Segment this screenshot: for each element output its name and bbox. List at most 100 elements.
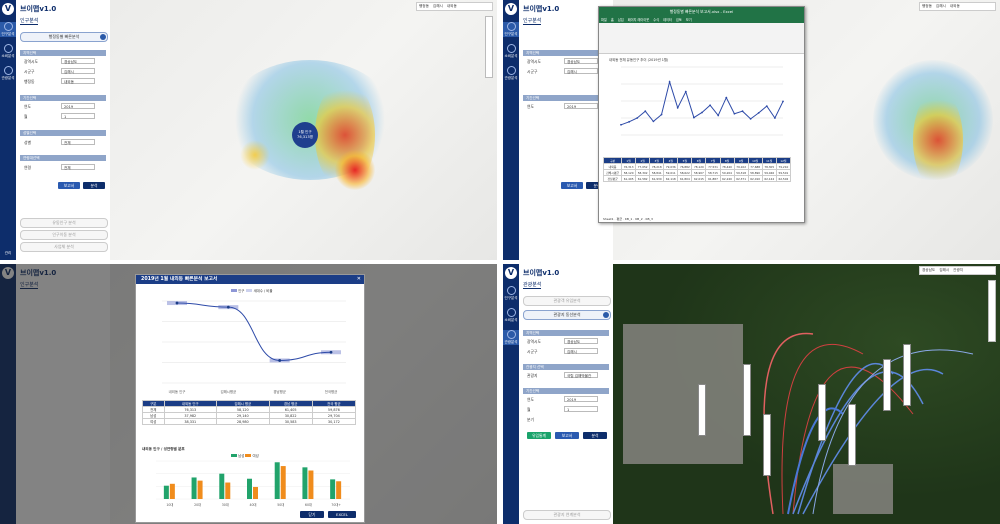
disabled-item-2[interactable]: 인구이동 분석 [20, 230, 108, 240]
section-period: 기간선택 [20, 95, 106, 101]
quick-analysis-button[interactable]: 행정동별 빠른분석 [20, 32, 108, 42]
legend-swatch [246, 289, 253, 292]
data-bar [274, 462, 280, 499]
rail-menu-admin[interactable]: 관리 [4, 251, 12, 255]
tab-population[interactable]: 인구분석 [523, 18, 542, 25]
rail-menu-population[interactable]: 인구분석 [0, 22, 16, 37]
section-period: 기간선택 [523, 388, 609, 394]
tourist-route-item[interactable]: 관광지 동선분석 [523, 310, 611, 320]
excel-chart-title: 내외동 전체 유동인구 추이 (2019년 1월) [609, 58, 669, 62]
category-label: 30대 [222, 502, 229, 507]
table-cell[interactable]: 61,582 [635, 175, 651, 182]
year-select[interactable]: 2019 [61, 103, 95, 109]
rail-menu-population[interactable]: 인구분석 [503, 286, 519, 301]
table-cell[interactable]: 61,804 [677, 175, 693, 182]
analyze-button[interactable]: 분석 [586, 182, 608, 189]
tourism-flow-view: V 인구분석 소비분석 관광분석 브이맵v1.0 관광분석 관광객 유입분석 관… [503, 264, 1000, 524]
table-cell: 38,331 [163, 418, 218, 425]
disabled-item-3[interactable]: 사업체 분석 [20, 242, 108, 252]
age-select[interactable]: 전체 [61, 164, 95, 170]
row-province: 광역시도 경상남도 [527, 58, 609, 65]
flow-stats-button[interactable]: 유입통계 [527, 432, 551, 439]
city-select[interactable]: 김해시 [564, 348, 598, 354]
analyze-button[interactable]: 분석 [83, 182, 105, 189]
rail-menu-sales[interactable]: 소비분석 [503, 308, 519, 323]
table-cell[interactable]: 62,144 [761, 175, 777, 182]
table-cell[interactable]: 62,240 [719, 175, 735, 182]
trend-point [765, 105, 768, 107]
report-button[interactable]: 보고서 [58, 182, 80, 189]
table-cell[interactable]: 61,887 [705, 175, 721, 182]
category-label: 전국평균 [325, 389, 337, 394]
rail-menu-tourism[interactable]: 관광분석 [503, 330, 519, 345]
rail-menu-sales[interactable]: 소비분석 [0, 44, 16, 59]
flow-lines [763, 332, 974, 515]
section-spot: 관광지 선택 [523, 364, 609, 370]
province-select[interactable]: 경상남도 [564, 58, 598, 64]
spot-select[interactable]: 국립 김해박물관 [564, 372, 598, 378]
cart-icon [506, 44, 516, 53]
tourist-link-item[interactable]: 관광지 연계분석 [523, 510, 611, 520]
section-region: 지역선택 [523, 50, 609, 56]
province-select[interactable]: 경상남도 [564, 338, 598, 344]
table-cell[interactable]: 62,015 [691, 175, 707, 182]
row-city: 시군구 김해시 [24, 68, 106, 75]
tourist-inflow-item[interactable]: 관광객 유입분석 [523, 296, 611, 306]
data-bar [336, 481, 342, 499]
row-spot: 관광지 국립 김해박물관 [527, 372, 609, 379]
disabled-item-1[interactable]: 유동인구 분석 [20, 218, 108, 228]
satellite-map[interactable]: 경상남도 김해시 관광지 [613, 264, 1000, 524]
rail-menu-tourism[interactable]: 관광분석 [0, 66, 16, 81]
section-age: 연령대선택 [20, 155, 106, 161]
app-title: 브이맵v1.0 [523, 269, 560, 277]
dong-select[interactable]: 내외동 [61, 78, 95, 84]
table-cell[interactable]: 62,010 [747, 175, 763, 182]
city-select[interactable]: 김해시 [564, 68, 598, 74]
row-province: 광역시도 경상남도 [527, 338, 609, 345]
route-label [903, 344, 911, 406]
table-cell: 30,583 [268, 418, 313, 425]
zoom-control[interactable] [988, 280, 996, 342]
rail-menu-population[interactable]: 인구분석 [503, 22, 519, 37]
report-button[interactable]: 보고서 [561, 182, 583, 189]
excel-window[interactable]: 행정동별 빠른분석 보고서.xlsx - Excel 파일 홈 삽입 페이지 레이아웃… [598, 6, 805, 223]
analyze-button[interactable]: 분석 [583, 432, 607, 439]
excel-button[interactable]: EXCEL [328, 511, 356, 518]
category-label: 50대 [277, 502, 284, 507]
tab-tourism[interactable]: 관광분석 [523, 282, 542, 289]
table-cell[interactable]: 62,118 [663, 175, 679, 182]
close-button[interactable]: 닫기 [300, 511, 324, 518]
heatmap[interactable]: 1월 인구 76,313명 행정동 김해시 내외동 [110, 0, 497, 260]
route-label [698, 384, 706, 436]
report-table: 구분 내외동 인구 김해시 평균 경남 평균 전국 평균 전체 76,313 58,120 61… [142, 400, 357, 425]
app-title: 브이맵v1.0 [20, 5, 57, 13]
table-cell[interactable]: 61,405 [621, 175, 637, 182]
close-icon[interactable]: ✕ [356, 276, 361, 282]
cart-icon [3, 44, 13, 53]
table-cell[interactable]: 62,371 [733, 175, 749, 182]
province-select[interactable]: 경상남도 [61, 58, 95, 64]
people-icon [506, 286, 516, 295]
row-city: 시군구 김해시 [527, 68, 609, 75]
month-select[interactable]: 1 [61, 113, 95, 119]
rail-menu-sales[interactable]: 소비분석 [503, 44, 519, 59]
table-cell[interactable]: 경남평균 [602, 175, 623, 182]
city-select[interactable]: 김해시 [61, 68, 95, 74]
camera-icon [506, 66, 516, 75]
year-select[interactable]: 2019 [564, 396, 598, 402]
data-bar [169, 483, 175, 499]
row-quarter[interactable]: 분기 [527, 417, 534, 422]
data-bar [197, 480, 203, 499]
zoom-control[interactable] [485, 16, 493, 78]
report-button[interactable]: 보고서 [555, 432, 579, 439]
flow-line [812, 349, 974, 515]
population-marker[interactable]: 1월 인구 76,313명 [292, 122, 318, 148]
table-cell[interactable]: 62,502 [775, 175, 792, 182]
table-cell[interactable]: 61,930 [649, 175, 665, 182]
year-select[interactable]: 2019 [564, 103, 598, 109]
series-point [278, 359, 282, 362]
tab-population[interactable]: 인구분석 [20, 18, 39, 25]
rail-menu-tourism[interactable]: 관광분석 [503, 66, 519, 81]
month-select[interactable]: 1 [564, 406, 598, 412]
gender-select[interactable]: 전체 [61, 139, 95, 145]
